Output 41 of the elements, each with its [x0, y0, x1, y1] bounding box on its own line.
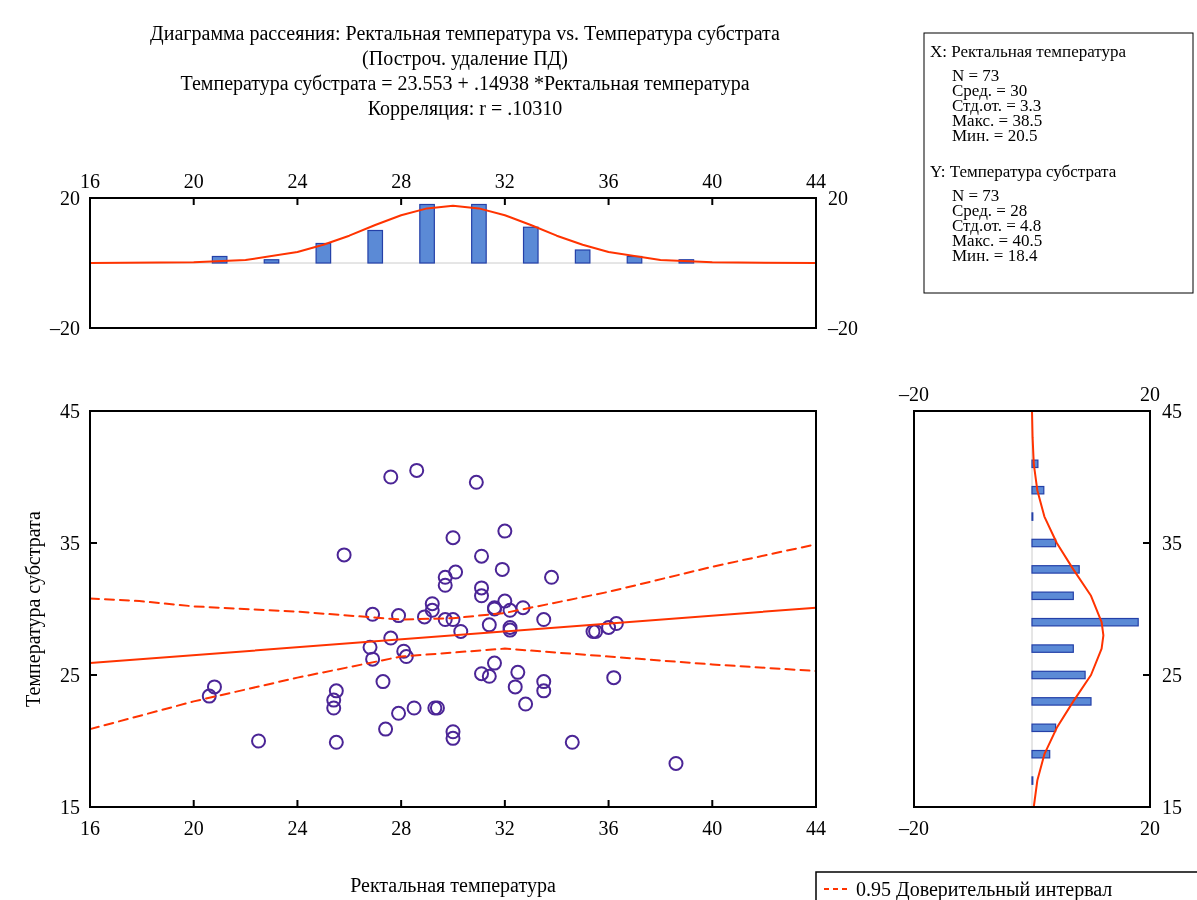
text: Y: Температура субстрата	[930, 162, 1117, 181]
x-tick-label: 24	[287, 817, 308, 839]
text: X: Ректальная температура	[930, 42, 1127, 61]
text: Мин. = 18.4	[952, 246, 1038, 265]
y-tick-label: 45	[60, 400, 80, 422]
y-axis-title: Температура субстрата	[22, 510, 45, 707]
y-tick-label: 15	[60, 796, 80, 818]
x-tick-label: 32	[494, 170, 515, 192]
x-tick-label: 44	[806, 817, 826, 839]
x-tick-label: 32	[494, 817, 515, 839]
text: Температура субстрата = 23.553 + .14938 *Ректальная температура	[180, 72, 750, 95]
x-tick-label: 44	[806, 170, 826, 192]
y-tick-label: 20	[60, 187, 80, 209]
x-tick-label: 20	[183, 170, 204, 192]
legend-label: 0.95 Доверительный интервал	[856, 878, 1113, 900]
y-tick-label: –20	[49, 317, 80, 339]
y-tick-label: 35	[60, 532, 80, 554]
x-tick-label: 16	[80, 170, 100, 192]
text: Диаграмма рассеяния: Ректальная температура vs. Температура субстрата	[150, 22, 781, 45]
y2-tick-label: –20	[827, 317, 858, 339]
text: N = 73	[952, 66, 1000, 85]
text: Корреляция: r = .10310	[367, 97, 563, 120]
x-tick-label: 24	[287, 170, 308, 192]
x-tick-label: 36	[598, 170, 619, 192]
x-tick-label: 28	[391, 170, 412, 192]
y-tick-label: 15	[1162, 796, 1182, 818]
y-tick-label: 25	[1162, 664, 1182, 686]
y-tick-label: 25	[60, 664, 80, 686]
x-tick-label: 28	[391, 817, 412, 839]
text: (Построч. удаление ПД)	[362, 47, 568, 70]
y-tick-label: 45	[1162, 400, 1182, 422]
x-axis-title: Ректальная температура	[350, 874, 556, 897]
y-tick-label: 35	[1162, 532, 1182, 554]
x-tick-label: 16	[80, 817, 100, 839]
x-tick-label: 40	[702, 170, 723, 192]
x-tick-label: 20	[183, 817, 204, 839]
text: N = 73	[952, 186, 1000, 205]
y2-tick-label: 20	[828, 187, 848, 209]
x-tick-label: 36	[598, 817, 619, 839]
text: Мин. = 20.5	[952, 126, 1038, 145]
x-tick-label: 40	[702, 817, 723, 839]
